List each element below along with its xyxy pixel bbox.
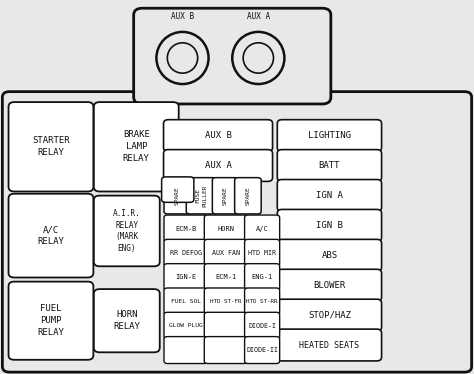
FancyBboxPatch shape	[9, 194, 93, 278]
Text: IGN-E: IGN-E	[175, 274, 196, 280]
Text: AUX A: AUX A	[247, 12, 270, 21]
FancyBboxPatch shape	[204, 312, 247, 339]
FancyBboxPatch shape	[212, 178, 239, 214]
Text: DIODE-I: DIODE-I	[248, 323, 276, 329]
Text: BATT: BATT	[319, 161, 340, 170]
Text: STARTER
RELAY: STARTER RELAY	[32, 137, 70, 157]
FancyBboxPatch shape	[162, 177, 194, 202]
FancyBboxPatch shape	[204, 337, 247, 364]
FancyBboxPatch shape	[164, 337, 207, 364]
Ellipse shape	[156, 32, 209, 84]
Ellipse shape	[232, 32, 284, 84]
Text: BRAKE
LAMP
RELAY: BRAKE LAMP RELAY	[123, 131, 150, 163]
FancyBboxPatch shape	[164, 120, 273, 151]
Text: IGN B: IGN B	[316, 221, 343, 230]
Text: STOP/HAZ: STOP/HAZ	[308, 310, 351, 320]
Text: RR DEFOG: RR DEFOG	[170, 250, 201, 256]
FancyBboxPatch shape	[164, 264, 207, 291]
FancyBboxPatch shape	[245, 288, 280, 315]
FancyBboxPatch shape	[277, 120, 382, 151]
FancyBboxPatch shape	[2, 92, 472, 372]
Text: SPARE: SPARE	[223, 186, 228, 205]
Text: ENG-1: ENG-1	[252, 274, 273, 280]
FancyBboxPatch shape	[204, 215, 247, 242]
Text: AUX B: AUX B	[171, 12, 194, 21]
FancyBboxPatch shape	[164, 150, 273, 181]
FancyBboxPatch shape	[94, 196, 160, 266]
FancyBboxPatch shape	[277, 239, 382, 271]
Ellipse shape	[243, 43, 273, 73]
Text: GLOW PLUG: GLOW PLUG	[169, 323, 202, 328]
FancyBboxPatch shape	[134, 8, 331, 104]
Text: DIODE-II: DIODE-II	[246, 347, 278, 353]
FancyBboxPatch shape	[164, 215, 207, 242]
FancyBboxPatch shape	[245, 215, 280, 242]
Text: FUSE
PULLER: FUSE PULLER	[196, 184, 207, 207]
Text: AUX FAN: AUX FAN	[212, 250, 240, 256]
Text: BLOWER: BLOWER	[313, 280, 346, 290]
Text: HTD MIR: HTD MIR	[248, 250, 276, 256]
Text: AUX B: AUX B	[205, 131, 231, 140]
FancyBboxPatch shape	[235, 178, 261, 214]
Text: HORN
RELAY: HORN RELAY	[113, 310, 140, 331]
Text: HORN: HORN	[218, 226, 234, 232]
FancyBboxPatch shape	[245, 239, 280, 266]
FancyBboxPatch shape	[277, 329, 382, 361]
FancyBboxPatch shape	[164, 178, 191, 214]
Text: SPARE: SPARE	[175, 186, 180, 205]
FancyBboxPatch shape	[9, 102, 93, 191]
Text: HTD ST-FR: HTD ST-FR	[210, 299, 242, 304]
Text: HEATED SEATS: HEATED SEATS	[300, 340, 359, 350]
Text: AUX A: AUX A	[205, 161, 231, 170]
FancyBboxPatch shape	[94, 102, 179, 191]
FancyBboxPatch shape	[186, 178, 217, 214]
Text: FUEL
PUMP
RELAY: FUEL PUMP RELAY	[37, 304, 64, 337]
Text: LIGHTING: LIGHTING	[308, 131, 351, 140]
Text: A/C: A/C	[256, 226, 268, 232]
Text: ABS: ABS	[321, 251, 337, 260]
FancyBboxPatch shape	[94, 289, 160, 352]
FancyBboxPatch shape	[204, 264, 247, 291]
FancyBboxPatch shape	[277, 209, 382, 241]
FancyBboxPatch shape	[245, 312, 280, 339]
FancyBboxPatch shape	[245, 337, 280, 364]
Text: ECM-1: ECM-1	[215, 274, 237, 280]
Text: HTD ST-RR: HTD ST-RR	[246, 299, 278, 304]
FancyBboxPatch shape	[277, 150, 382, 181]
FancyBboxPatch shape	[204, 239, 247, 266]
FancyBboxPatch shape	[9, 282, 93, 360]
FancyBboxPatch shape	[204, 288, 247, 315]
FancyBboxPatch shape	[277, 180, 382, 211]
FancyBboxPatch shape	[277, 269, 382, 301]
Text: A.I.R.
RELAY
(MARK
ENG): A.I.R. RELAY (MARK ENG)	[113, 209, 141, 253]
Text: SPARE: SPARE	[246, 186, 250, 205]
FancyBboxPatch shape	[164, 288, 207, 315]
Ellipse shape	[167, 43, 198, 73]
Text: ECM-B: ECM-B	[175, 226, 196, 232]
FancyBboxPatch shape	[164, 312, 207, 339]
Text: A/C
RELAY: A/C RELAY	[37, 225, 64, 246]
FancyBboxPatch shape	[164, 239, 207, 266]
Text: IGN A: IGN A	[316, 191, 343, 200]
FancyBboxPatch shape	[245, 264, 280, 291]
Text: FUEL SOL: FUEL SOL	[171, 299, 201, 304]
FancyBboxPatch shape	[277, 299, 382, 331]
